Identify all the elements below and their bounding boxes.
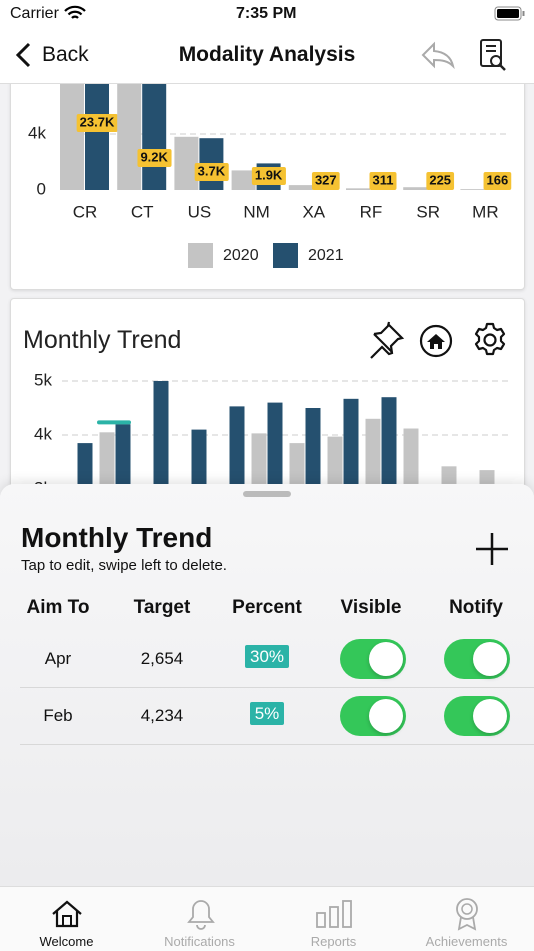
- y-tick-label: 0: [37, 179, 46, 198]
- data-label-bg: [426, 172, 455, 190]
- x-tick-label: NM: [243, 202, 269, 221]
- nav-bar: Back Modality Analysis: [0, 28, 534, 84]
- bar: [174, 136, 199, 190]
- legend-label: 2020: [223, 247, 259, 264]
- x-tick-label: SR: [416, 202, 440, 221]
- bar: [115, 424, 131, 489]
- x-tick-label: XA: [302, 202, 325, 221]
- data-label-bg: [311, 172, 340, 190]
- legend-swatch: [273, 243, 298, 268]
- sheet-handle[interactable]: [243, 491, 291, 497]
- bar: [289, 443, 305, 489]
- welcome-icon[interactable]: [50, 899, 84, 929]
- notifications-icon[interactable]: [186, 898, 216, 930]
- modality-chart: 04k8kCR23.7KCT9.2KUS3.7KNM1.9KXA327RF311…: [28, 0, 512, 268]
- bar: [346, 188, 370, 190]
- tab-label[interactable]: Welcome: [39, 934, 94, 949]
- data-label: 1.9K: [255, 167, 283, 182]
- data-label-bg: [483, 172, 512, 190]
- data-label: 225: [429, 172, 451, 187]
- bar: [117, 64, 142, 190]
- status-bar: Carrier 7:35 PM: [0, 0, 534, 28]
- legend-swatch: [188, 243, 213, 268]
- bar: [191, 429, 207, 489]
- battery-icon: [494, 6, 525, 21]
- data-label: 166: [487, 172, 509, 187]
- carrier: Carrier: [10, 5, 59, 22]
- bar: [229, 406, 245, 489]
- tab-label[interactable]: Reports: [310, 934, 357, 949]
- x-tick-label: CR: [73, 202, 98, 221]
- bar: [365, 418, 381, 489]
- tab-label[interactable]: Achievements: [425, 934, 508, 949]
- y-tick-label: 4k: [34, 424, 52, 443]
- settings-icon[interactable]: [471, 321, 509, 359]
- home-icon[interactable]: [418, 323, 454, 359]
- x-tick-label: CT: [131, 202, 154, 221]
- y-tick-label: 5k: [34, 370, 52, 389]
- data-label: 311: [373, 172, 394, 187]
- data-label: 9.2K: [140, 149, 168, 164]
- bar: [403, 187, 428, 190]
- data-label: 3.7K: [198, 163, 226, 178]
- back-button[interactable]: Back: [42, 43, 89, 66]
- bar: [251, 433, 267, 489]
- x-tick-label: MR: [472, 202, 498, 221]
- bar: [441, 466, 457, 489]
- bottom-sheet: [0, 484, 534, 886]
- bar: [305, 408, 321, 489]
- y-tick-label: 4k: [28, 123, 46, 142]
- x-tick-label: US: [188, 202, 212, 221]
- bar: [381, 397, 397, 489]
- bar: [343, 398, 359, 489]
- wifi-icon: [64, 5, 86, 19]
- pin-icon[interactable]: [366, 320, 406, 360]
- x-tick-label: RF: [360, 202, 383, 221]
- bar: [99, 432, 115, 489]
- back-chevron[interactable]: [14, 42, 34, 68]
- bar: [460, 189, 485, 190]
- nav-title: Modality Analysis: [178, 43, 356, 66]
- time: 7:35 PM: [236, 5, 297, 22]
- reports-icon[interactable]: [314, 899, 354, 929]
- data-label-bg: [251, 167, 286, 185]
- data-label-bg: [137, 149, 172, 167]
- bar: [77, 443, 93, 489]
- data-label-bg: [76, 114, 118, 132]
- data-label-bg: [369, 172, 397, 190]
- report-search-icon[interactable]: [478, 38, 508, 72]
- bar: [231, 170, 256, 190]
- data-label-bg: [194, 163, 229, 181]
- data-label: 23.7K: [80, 114, 115, 129]
- tab-label[interactable]: Notifications: [164, 934, 235, 949]
- tab-bar: Welcome Notifications Reports Achievemen…: [0, 886, 534, 951]
- bar: [267, 402, 283, 489]
- reply-icon[interactable]: [420, 40, 456, 70]
- bar: [153, 381, 169, 489]
- trend-title: Monthly Trend: [23, 326, 182, 354]
- bar: [288, 185, 313, 190]
- bar: [327, 436, 343, 489]
- bar: [403, 428, 419, 489]
- achievements-icon[interactable]: [453, 897, 481, 931]
- trend-chart: 3k4k5k: [34, 370, 510, 497]
- data-label: 327: [315, 172, 337, 187]
- legend-label: 2021: [308, 247, 344, 264]
